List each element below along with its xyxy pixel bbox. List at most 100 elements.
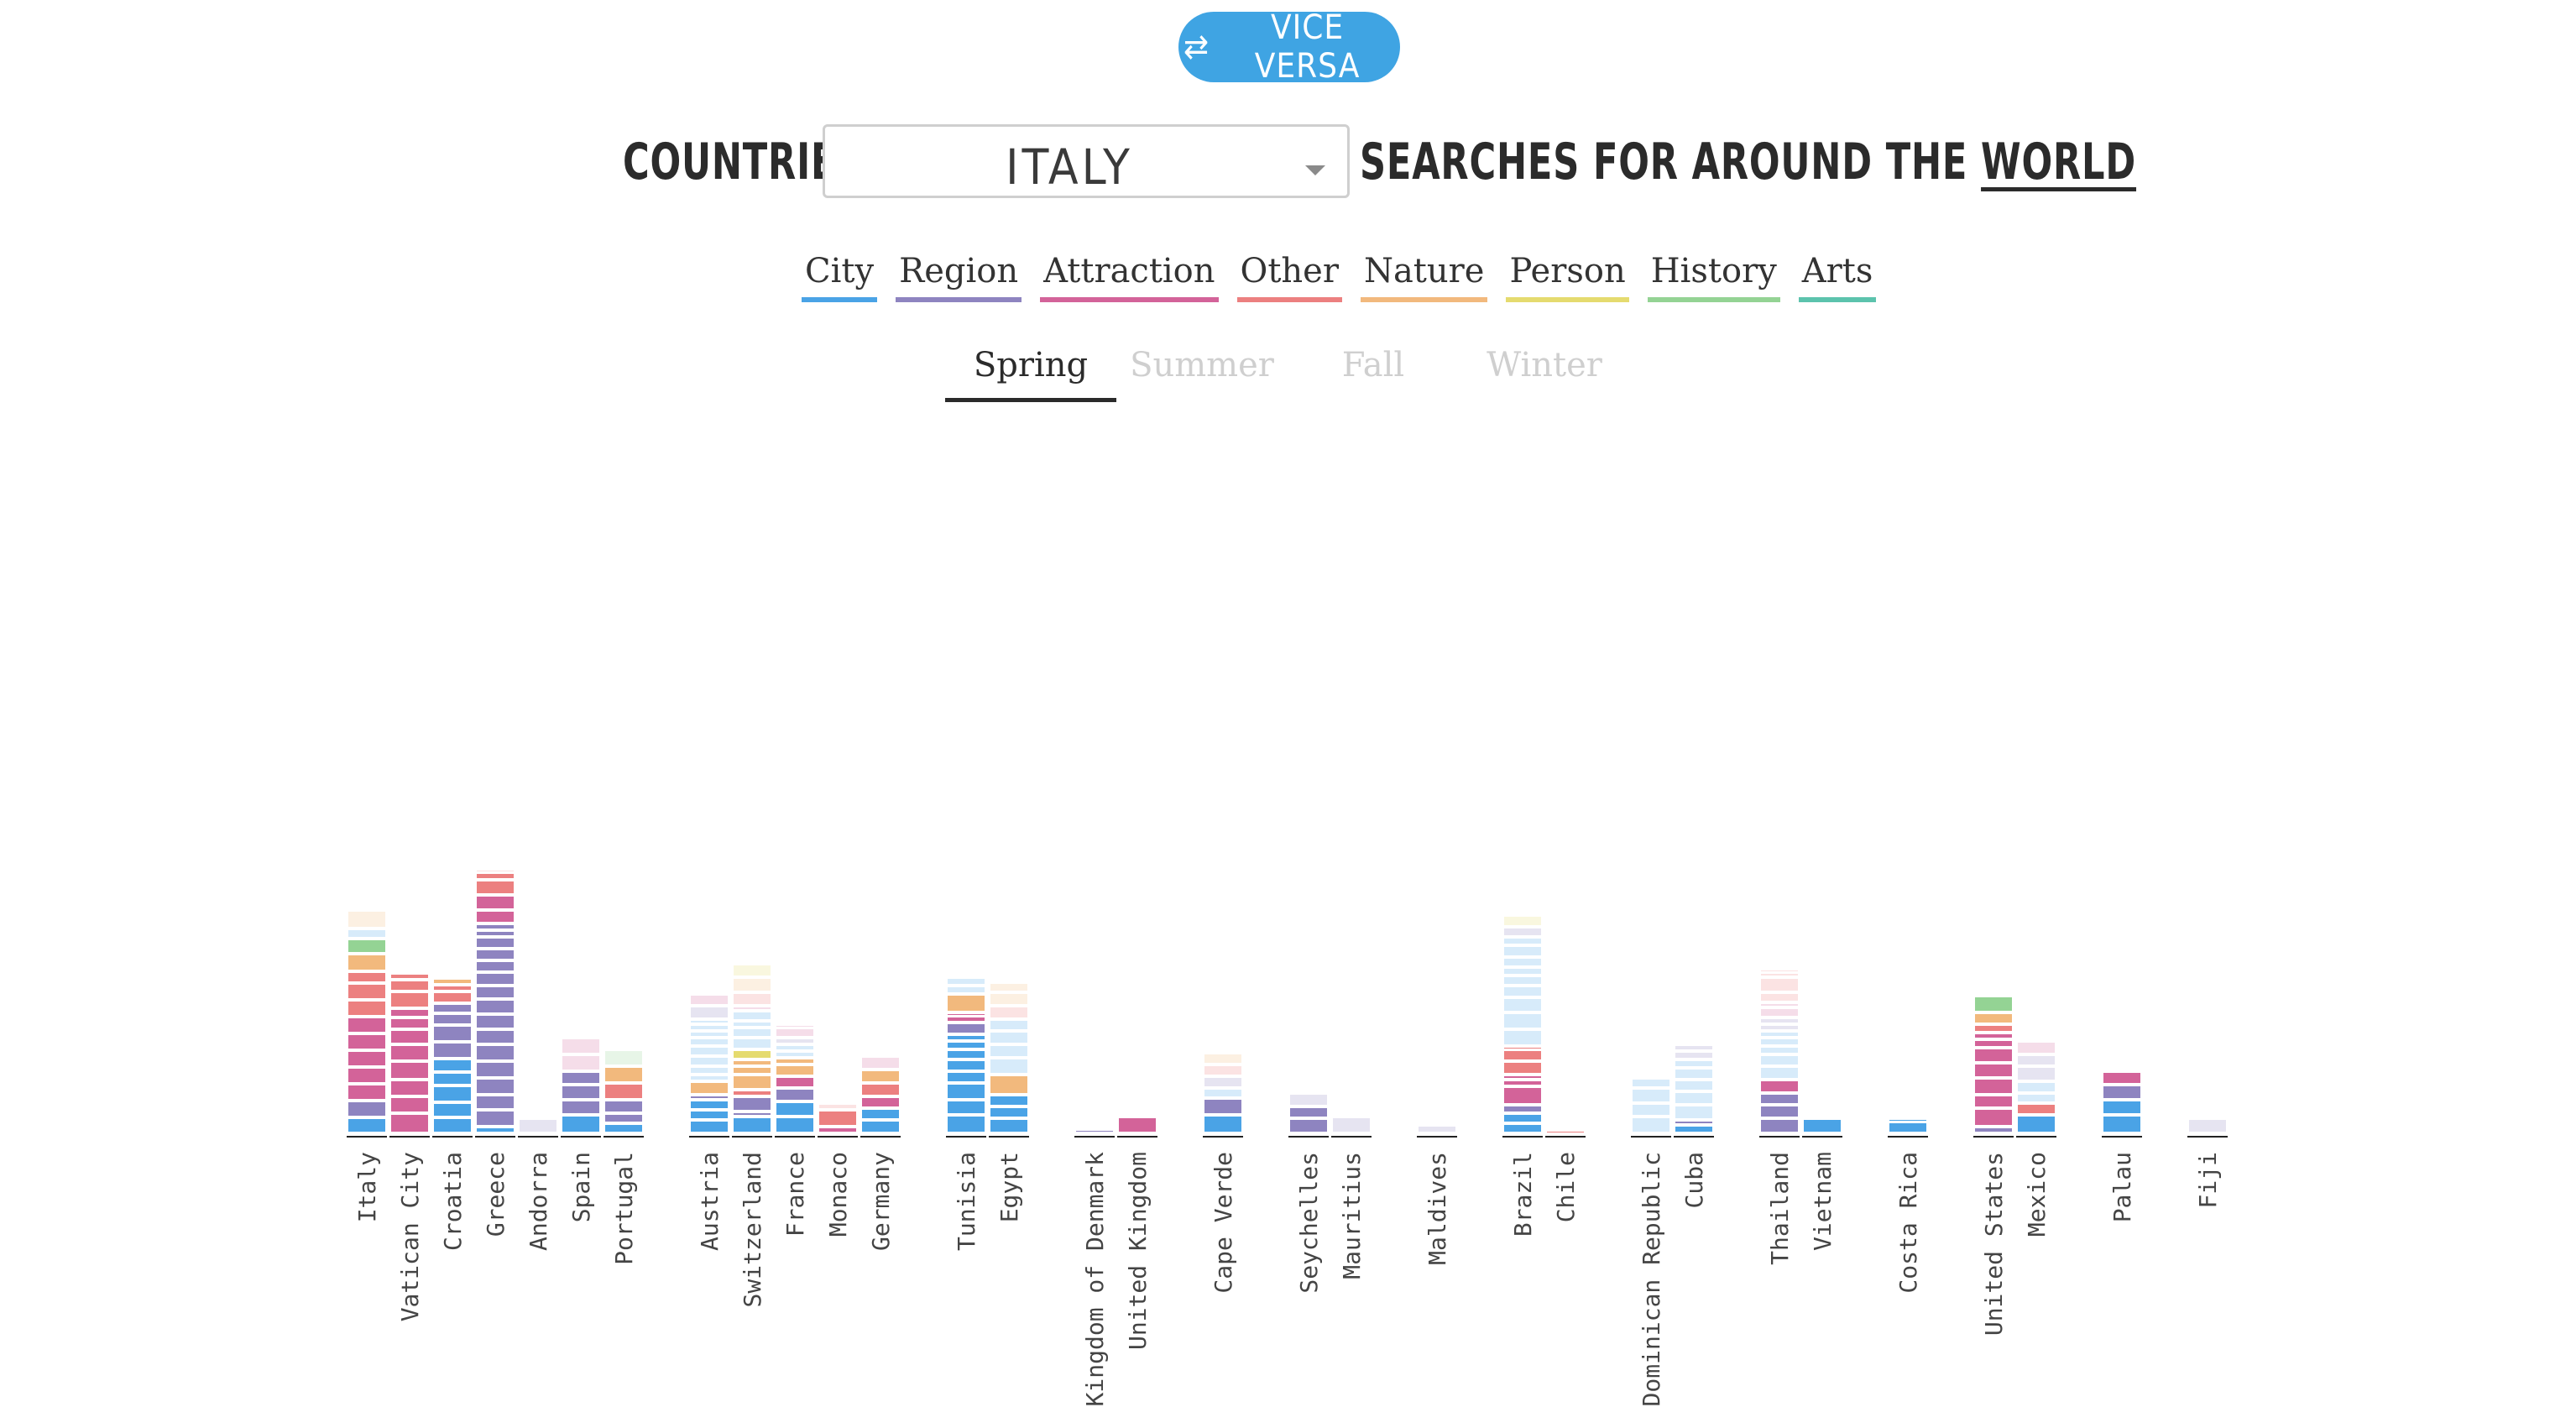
- bar-segment[interactable]: [391, 1010, 428, 1016]
- bar-segment[interactable]: [691, 1026, 728, 1029]
- bar-segment[interactable]: [1761, 1033, 1798, 1036]
- season-fall[interactable]: Fall: [1341, 346, 1405, 384]
- country-label[interactable]: Italy: [353, 1152, 381, 1222]
- bar-segment[interactable]: [391, 1019, 428, 1028]
- bar-segment[interactable]: [391, 1115, 428, 1132]
- bar-segment[interactable]: [348, 930, 385, 937]
- country-label[interactable]: Portugal: [610, 1152, 638, 1265]
- bar-segment[interactable]: [1204, 1090, 1241, 1096]
- bar-segment[interactable]: [605, 1115, 642, 1122]
- bar-segment[interactable]: [776, 1078, 813, 1086]
- bar-segment[interactable]: [948, 1017, 985, 1021]
- bar-segment[interactable]: [1761, 974, 1798, 976]
- bar-segment[interactable]: [1761, 1068, 1798, 1078]
- bar-segment[interactable]: [691, 1096, 728, 1098]
- bar-segment[interactable]: [990, 1076, 1027, 1093]
- bar-segment[interactable]: [862, 1058, 899, 1068]
- country-label[interactable]: Switzerland: [739, 1152, 766, 1307]
- bar-segment[interactable]: [990, 1096, 1027, 1105]
- bar-segment[interactable]: [862, 1122, 899, 1132]
- bar-segment[interactable]: [391, 1046, 428, 1059]
- country-label[interactable]: Vatican City: [396, 1152, 424, 1321]
- bar-segment[interactable]: [2103, 1117, 2140, 1132]
- bar-segment[interactable]: [391, 1081, 428, 1095]
- country-label[interactable]: Mexico: [2023, 1152, 2051, 1237]
- world-link[interactable]: WORLD: [1981, 133, 2137, 191]
- bar-segment[interactable]: [1504, 1115, 1541, 1122]
- bar-segment[interactable]: [734, 1012, 771, 1019]
- bar-segment[interactable]: [691, 1058, 728, 1064]
- bar-segment[interactable]: [948, 1051, 985, 1058]
- bar-segment[interactable]: [1761, 1019, 1798, 1023]
- bar-segment[interactable]: [605, 1125, 642, 1132]
- bar-segment[interactable]: [1504, 1106, 1541, 1112]
- bar-segment[interactable]: [1504, 1081, 1541, 1085]
- bar-segment[interactable]: [348, 1069, 385, 1082]
- bar-segment[interactable]: [734, 1118, 771, 1132]
- season-summer[interactable]: Summer: [1130, 346, 1274, 384]
- bar-segment[interactable]: [391, 981, 428, 990]
- bar-segment[interactable]: [691, 1076, 728, 1080]
- bar-segment[interactable]: [1504, 1076, 1541, 1078]
- bar-segment[interactable]: [1504, 969, 1541, 974]
- bar-segment[interactable]: [391, 1098, 428, 1112]
- bar-segment[interactable]: [1889, 1123, 1926, 1132]
- bar-segment[interactable]: [819, 1112, 856, 1125]
- bar-segment[interactable]: [1675, 1046, 1712, 1049]
- bar-segment[interactable]: [1975, 1026, 2012, 1031]
- bar-segment[interactable]: [477, 1112, 514, 1125]
- bar-segment[interactable]: [1975, 1034, 2012, 1038]
- bar-segment[interactable]: [1504, 977, 1541, 984]
- bar-segment[interactable]: [1761, 994, 1798, 1001]
- bar-segment[interactable]: [477, 874, 514, 878]
- bar-segment[interactable]: [819, 1128, 856, 1132]
- bar-segment[interactable]: [434, 1044, 471, 1057]
- bar-segment[interactable]: [1761, 1081, 1798, 1091]
- bar-segment[interactable]: [776, 1039, 813, 1043]
- country-label[interactable]: Andorra: [525, 1152, 552, 1251]
- bar-segment[interactable]: [1761, 1120, 1798, 1132]
- bar-segment[interactable]: [434, 986, 471, 990]
- bar-segment[interactable]: [776, 1046, 813, 1049]
- bar-segment[interactable]: [776, 1026, 813, 1027]
- bar-segment[interactable]: [477, 925, 514, 928]
- bar-segment[interactable]: [1204, 1100, 1241, 1113]
- bar-segment[interactable]: [862, 1110, 899, 1118]
- bar-segment[interactable]: [1419, 1127, 1455, 1132]
- category-nature[interactable]: Nature: [1360, 252, 1488, 302]
- bar-segment[interactable]: [734, 1076, 771, 1088]
- vice-versa-button[interactable]: ⇄ VICE VERSA: [1178, 8, 1400, 86]
- bar-segment[interactable]: [948, 1043, 985, 1048]
- bar-segment[interactable]: [477, 987, 514, 997]
- country-label[interactable]: Maldives: [1424, 1152, 1451, 1265]
- bar-segment[interactable]: [348, 955, 385, 970]
- bar-segment[interactable]: [562, 1101, 599, 1113]
- bar-segment[interactable]: [562, 1039, 599, 1053]
- bar-segment[interactable]: [562, 1117, 599, 1132]
- bar-segment[interactable]: [1975, 1049, 2012, 1061]
- bar-segment[interactable]: [1204, 1066, 1241, 1075]
- bar-segment[interactable]: [691, 996, 728, 1004]
- bar-segment[interactable]: [1675, 1106, 1712, 1118]
- bar-segment[interactable]: [477, 1096, 514, 1108]
- country-label[interactable]: Kingdom of Denmark: [1081, 1152, 1109, 1407]
- bar-segment[interactable]: [691, 1039, 728, 1044]
- bar-segment[interactable]: [434, 1104, 471, 1116]
- bar-segment[interactable]: [948, 1101, 985, 1113]
- bar-segment[interactable]: [734, 965, 771, 976]
- category-region[interactable]: Region: [896, 252, 1022, 302]
- bar-segment[interactable]: [477, 881, 514, 893]
- bar-segment[interactable]: [948, 979, 985, 984]
- bar-segment[interactable]: [691, 1122, 728, 1132]
- bar-segment[interactable]: [477, 1031, 514, 1043]
- bar-segment[interactable]: [1504, 959, 1541, 965]
- bar-segment[interactable]: [776, 1066, 813, 1075]
- bar-segment[interactable]: [348, 912, 385, 927]
- category-arts[interactable]: Arts: [1798, 252, 1877, 302]
- bar-segment[interactable]: [434, 1005, 471, 1012]
- category-city[interactable]: City: [802, 252, 878, 302]
- bar-segment[interactable]: [990, 1120, 1027, 1132]
- bar-segment[interactable]: [734, 1039, 771, 1048]
- bar-segment[interactable]: [1204, 1117, 1241, 1132]
- bar-segment[interactable]: [1761, 1039, 1798, 1044]
